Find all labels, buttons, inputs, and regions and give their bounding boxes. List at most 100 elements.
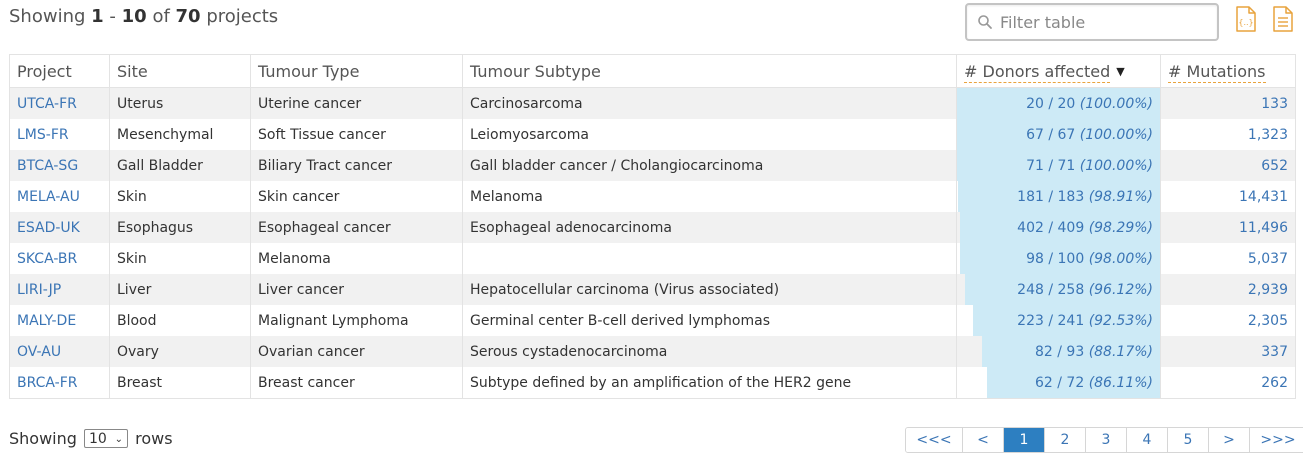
rows-select-value: 10: [89, 431, 107, 447]
donors-affected-link[interactable]: 62 / 72: [1034, 374, 1085, 391]
project-link[interactable]: MALY-DE: [17, 312, 77, 329]
mutations-cell: 11,496: [1160, 212, 1296, 243]
mutations-link[interactable]: 133: [1261, 95, 1288, 112]
last-page-button[interactable]: >>>: [1250, 428, 1303, 452]
donors-affected-percent: (98.00%): [1088, 250, 1153, 267]
column-header-tumour-subtype[interactable]: Tumour Subtype: [462, 54, 957, 88]
filter-box[interactable]: [965, 3, 1219, 41]
column-label: Tumour Type: [258, 61, 360, 81]
page-5-button[interactable]: 5: [1168, 428, 1209, 452]
project-link[interactable]: OV-AU: [17, 343, 62, 360]
prev-page-button[interactable]: <: [963, 428, 1004, 452]
page-4-button[interactable]: 4: [1127, 428, 1168, 452]
json-export-icon[interactable]: {..}: [1235, 6, 1257, 32]
project-cell: UTCA-FR: [9, 87, 110, 119]
page-2-button[interactable]: 2: [1045, 428, 1086, 452]
summary-prefix: Showing: [9, 6, 86, 27]
donors-affected-percent: (98.91%): [1088, 188, 1153, 205]
site-cell: Skin: [109, 243, 251, 274]
summary-of: of: [152, 6, 170, 27]
mutations-link[interactable]: 262: [1261, 374, 1288, 391]
donors-affected-bar: [987, 367, 1160, 398]
project-link[interactable]: LIRI-JP: [17, 281, 62, 298]
donors-affected-link[interactable]: 82 / 93: [1034, 343, 1085, 360]
table-row: SKCA-BR Skin Melanoma 98 / 100 (98.00%) 5,03…: [9, 243, 1296, 274]
summary-end: 10: [121, 6, 147, 27]
donors-affected-link[interactable]: 248 / 258: [1017, 281, 1085, 298]
donors-affected-link[interactable]: 223 / 241: [1017, 312, 1085, 329]
tumour-subtype-cell: Melanoma: [462, 181, 957, 212]
project-link[interactable]: BTCA-SG: [17, 157, 79, 174]
rows-suffix: rows: [135, 429, 173, 448]
project-link[interactable]: SKCA-BR: [17, 250, 78, 267]
donors-affected-percent: (86.11%): [1088, 374, 1153, 391]
tsv-export-icon[interactable]: [1272, 6, 1294, 32]
donors-affected-cell: 181 / 183 (98.91%): [956, 181, 1161, 212]
filter-input[interactable]: [997, 10, 1210, 34]
mutations-link[interactable]: 2,305: [1247, 312, 1288, 329]
summary-start: 1: [91, 6, 104, 27]
next-page-button[interactable]: >: [1209, 428, 1250, 452]
mutations-link[interactable]: 14,431: [1239, 188, 1288, 205]
donors-affected-link[interactable]: 71 / 71: [1026, 157, 1076, 174]
project-link[interactable]: UTCA-FR: [17, 95, 77, 112]
donors-affected-cell: 71 / 71 (100.00%): [956, 150, 1161, 181]
tumour-subtype-cell: Subtype defined by an amplification of t…: [462, 367, 957, 399]
donors-affected-bar: [965, 274, 1160, 305]
donors-affected-link[interactable]: 402 / 409: [1017, 219, 1085, 236]
column-header-donors-affected[interactable]: # Donors affected ▼: [956, 54, 1161, 88]
pagination: <<< <1 2 3 4 5 > >>>: [905, 427, 1303, 453]
mutations-link[interactable]: 2,939: [1247, 281, 1288, 298]
column-label: Project: [17, 61, 72, 81]
donors-affected-bar: [960, 212, 1160, 243]
donors-affected-cell: 20 / 20 (100.00%): [956, 87, 1161, 119]
mutations-link[interactable]: 337: [1261, 343, 1288, 360]
svg-text:{..}: {..}: [1238, 18, 1253, 27]
column-header-tumour-type[interactable]: Tumour Type: [250, 54, 463, 88]
first-page-button[interactable]: <<<: [906, 428, 963, 452]
tumour-subtype-cell: Germinal center B-cell derived lymphomas: [462, 305, 957, 336]
mutations-link[interactable]: 5,037: [1247, 250, 1288, 267]
column-header-mutations[interactable]: # Mutations: [1160, 54, 1296, 88]
donors-affected-bar: [960, 243, 1160, 274]
donors-affected-cell: 402 / 409 (98.29%): [956, 212, 1161, 243]
column-header-project[interactable]: Project: [9, 54, 110, 88]
rows-per-page-select[interactable]: 10 ⌄: [84, 429, 129, 448]
donors-affected-link[interactable]: 20 / 20: [1026, 95, 1076, 112]
mutations-link[interactable]: 1,323: [1247, 126, 1288, 143]
tumour-subtype-cell: Gall bladder cancer / Cholangiocarcinoma: [462, 150, 957, 181]
donors-affected-link[interactable]: 98 / 100: [1026, 250, 1085, 267]
column-label: # Mutations: [1168, 61, 1266, 83]
donors-affected-link[interactable]: 181 / 183: [1017, 188, 1085, 205]
table-header-row: Project Site Tumour Type Tumour Subtype …: [9, 54, 1296, 88]
column-header-site[interactable]: Site: [109, 54, 251, 88]
donors-affected-link[interactable]: 67 / 67: [1026, 126, 1076, 143]
column-label: Site: [117, 61, 148, 81]
donors-affected-cell: 223 / 241 (92.53%): [956, 305, 1161, 336]
mutations-cell: 262: [1160, 367, 1296, 399]
site-cell: Blood: [109, 305, 251, 336]
tumour-subtype-cell: [462, 243, 957, 274]
mutations-link[interactable]: 652: [1261, 157, 1288, 174]
mutations-cell: 1,323: [1160, 119, 1296, 150]
tumour-type-cell: Liver cancer: [250, 274, 463, 305]
mutations-link[interactable]: 11,496: [1239, 219, 1288, 236]
page-1-button[interactable]: 1: [1004, 428, 1045, 452]
donors-affected-bar: [957, 150, 1160, 181]
project-link[interactable]: LMS-FR: [17, 126, 69, 143]
summary-total: 70: [175, 6, 201, 27]
project-link[interactable]: BRCA-FR: [17, 374, 78, 391]
donors-affected-bar: [982, 336, 1160, 367]
donors-affected-percent: (100.00%): [1079, 126, 1153, 143]
tumour-type-cell: Ovarian cancer: [250, 336, 463, 367]
project-cell: MELA-AU: [9, 181, 110, 212]
results-summary: Showing 1 - 10 of 70 projects: [9, 6, 278, 27]
project-link[interactable]: MELA-AU: [17, 188, 80, 205]
site-cell: Gall Bladder: [109, 150, 251, 181]
tumour-subtype-cell: Leiomyosarcoma: [462, 119, 957, 150]
page-3-button[interactable]: 3: [1086, 428, 1127, 452]
project-link[interactable]: ESAD-UK: [17, 219, 80, 236]
donors-affected-cell: 82 / 93 (88.17%): [956, 336, 1161, 367]
site-cell: Mesenchymal: [109, 119, 251, 150]
